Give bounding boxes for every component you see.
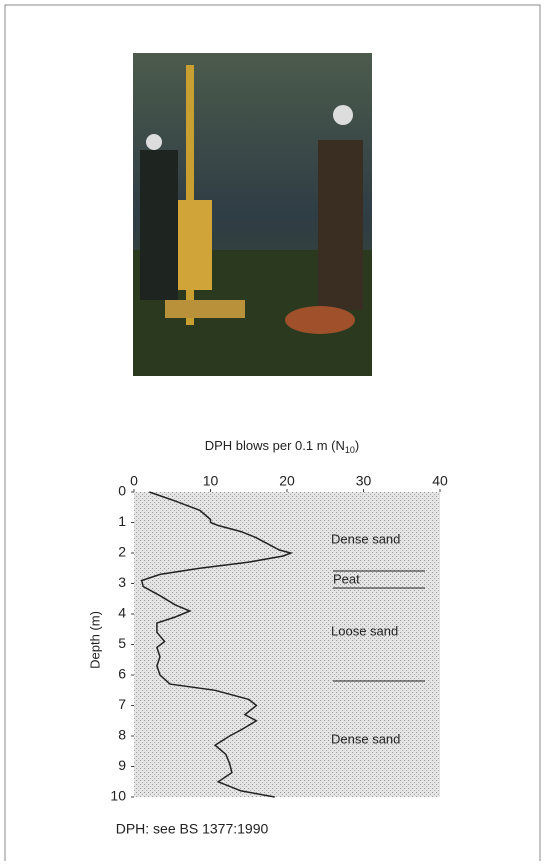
layer-label: Loose sand	[331, 623, 398, 638]
y-tick-label: 8	[118, 727, 126, 743]
y-tick-label: 1	[118, 513, 126, 529]
x-tick-label: 10	[203, 473, 219, 489]
x-tick-label: 20	[279, 473, 295, 489]
y-tick-label: 10	[110, 788, 126, 804]
y-tick-label: 4	[118, 605, 126, 621]
y-tick-label: 0	[118, 483, 126, 499]
layer-label: Dense sand	[331, 731, 400, 746]
chart-title: DPH blows per 0.1 m (N10)	[205, 438, 360, 455]
y-tick-label: 3	[118, 574, 126, 590]
title-subscript: 10	[345, 445, 355, 455]
y-tick-label: 6	[118, 666, 126, 682]
title-text: DPH blows per 0.1 m (N	[205, 438, 345, 453]
y-tick-label: 2	[118, 544, 126, 560]
x-tick-label: 30	[356, 473, 372, 489]
x-tick-label: 40	[432, 473, 448, 489]
photo	[133, 53, 372, 376]
page: DPH blows per 0.1 m (N10) Depth (m) DPH:…	[0, 0, 544, 861]
y-tick-label: 9	[118, 757, 126, 773]
title-end: )	[355, 438, 359, 453]
y-tick-label: 5	[118, 635, 126, 651]
caption: DPH: see BS 1377:1990	[116, 821, 269, 837]
layer-label: Peat	[333, 571, 360, 586]
layer-label: Dense sand	[331, 531, 400, 546]
y-axis-label: Depth (m)	[87, 611, 102, 669]
x-tick-label: 0	[130, 473, 138, 489]
y-tick-label: 7	[118, 696, 126, 712]
